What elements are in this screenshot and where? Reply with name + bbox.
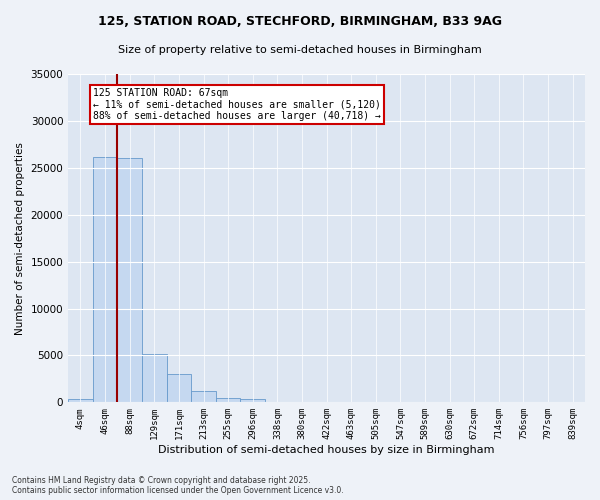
Bar	[167, 374, 191, 402]
Text: Size of property relative to semi-detached houses in Birmingham: Size of property relative to semi-detach…	[118, 45, 482, 55]
Bar	[68, 398, 93, 402]
Text: 125 STATION ROAD: 67sqm
← 11% of semi-detached houses are smaller (5,120)
88% of: 125 STATION ROAD: 67sqm ← 11% of semi-de…	[93, 88, 380, 122]
Bar	[241, 398, 265, 402]
Bar	[118, 158, 142, 402]
Bar	[142, 354, 167, 403]
Bar	[93, 156, 118, 402]
Bar	[191, 391, 216, 402]
Text: Contains HM Land Registry data © Crown copyright and database right 2025.
Contai: Contains HM Land Registry data © Crown c…	[12, 476, 344, 495]
Text: 125, STATION ROAD, STECHFORD, BIRMINGHAM, B33 9AG: 125, STATION ROAD, STECHFORD, BIRMINGHAM…	[98, 15, 502, 28]
Bar	[216, 398, 241, 402]
X-axis label: Distribution of semi-detached houses by size in Birmingham: Distribution of semi-detached houses by …	[158, 445, 495, 455]
Y-axis label: Number of semi-detached properties: Number of semi-detached properties	[15, 142, 25, 334]
